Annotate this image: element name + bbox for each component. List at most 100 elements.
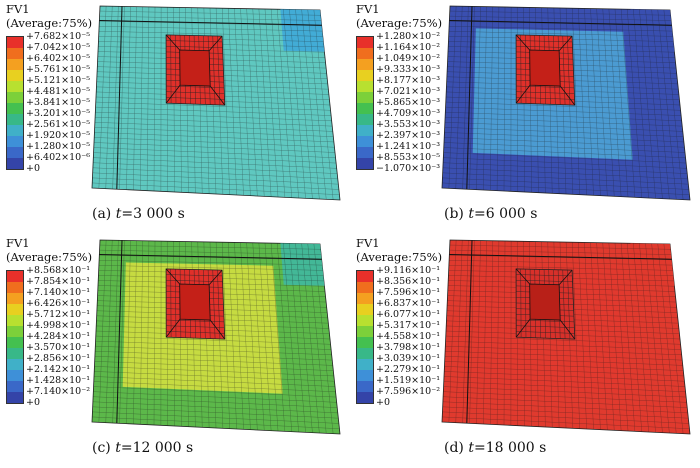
pit-edge (515, 34, 530, 51)
legend-swatch (357, 147, 373, 158)
legend-tick-label: +7.021×10⁻³ (376, 86, 441, 97)
legend-swatch (7, 381, 23, 392)
legend-tick-label: +4.709×10⁻³ (376, 108, 441, 119)
legend-swatch (7, 359, 23, 370)
legend-swatch (7, 125, 23, 136)
legend-tick-label: +2.856×10⁻¹ (26, 353, 91, 364)
pit-bottom (179, 49, 211, 87)
legend-tick-label: +0 (26, 397, 41, 408)
legend-tick-label: +7.596×10⁻² (376, 386, 441, 397)
legend-tick-label: +1.164×10⁻² (376, 42, 441, 53)
legend-tick-label: +1.519×10⁻¹ (376, 375, 441, 386)
caption-label: (c) (92, 440, 116, 456)
averaging-label: (Average:75%) (356, 250, 443, 264)
pit-edge (209, 319, 226, 340)
caption-variable: t (468, 440, 474, 456)
averaging-label: (Average:75%) (6, 250, 93, 264)
legend-tick-label: +1.280×10⁻⁵ (26, 141, 91, 152)
legend-ticks: +7.682×10⁻⁵ +7.042×10⁻⁵ +6.402×10⁻⁵ +5.761×… (26, 31, 90, 174)
legend-tick-label: +7.596×10⁻¹ (376, 287, 441, 298)
boundary-line (466, 240, 473, 424)
legend-tick-label: +6.426×10⁻¹ (26, 298, 91, 309)
legend-swatch (7, 293, 23, 304)
legend-tick-label: +6.077×10⁻¹ (376, 309, 441, 320)
legend-swatch (357, 37, 373, 48)
pit-edge (208, 269, 223, 285)
legend-swatch (357, 92, 373, 103)
legend-tick-label: +8.356×10⁻¹ (376, 276, 441, 287)
legend-tick-label: +9.333×10⁻³ (376, 64, 441, 75)
pit-edge (559, 85, 576, 106)
pit-edge (165, 268, 180, 285)
variable-name: FV1 (6, 2, 30, 16)
legend-tick-label: +2.142×10⁻¹ (26, 364, 91, 375)
contour-plot (91, 239, 341, 435)
averaging-label: (Average:75%) (356, 16, 443, 30)
legend-tick-label: +1.049×10⁻² (376, 53, 441, 64)
legend-tick-label: +5.761×10⁻⁵ (26, 64, 91, 75)
legend-tick-label: +0 (26, 163, 41, 174)
boundary-line (116, 240, 123, 424)
legend-tick-label: +2.561×10⁻⁵ (26, 119, 91, 130)
legend-tick-label: +2.397×10⁻³ (376, 130, 441, 141)
legend-tick-label: +5.712×10⁻¹ (26, 309, 91, 320)
legend-tick-label: +5.121×10⁻⁵ (26, 75, 91, 86)
legend-swatch (357, 304, 373, 315)
legend-tick-label: +7.140×10⁻¹ (26, 287, 91, 298)
legend-tick-label: +3.570×10⁻¹ (26, 342, 91, 353)
caption-time: =3 000 s (121, 206, 185, 222)
legend-swatch (7, 81, 23, 92)
legend-tick-label: +3.841×10⁻⁵ (26, 97, 91, 108)
caption-label: (a) (92, 206, 116, 222)
panel-1: FV1 (Average:75%) +7.682×10⁻⁵ +7.042×10⁻⁵ +6… (0, 0, 350, 234)
panel-caption: (d) t=18 000 s (444, 440, 546, 456)
legend-swatch (7, 315, 23, 326)
mesh-grid (442, 240, 690, 434)
variable-name: FV1 (6, 236, 30, 250)
legend-swatch (357, 282, 373, 293)
caption-time: =12 000 s (120, 440, 194, 456)
legend-tick-label: +9.116×10⁻¹ (376, 265, 441, 276)
legend-tick-label: −1.070×10⁻³ (376, 163, 441, 174)
legend-tick-label: +5.317×10⁻¹ (376, 320, 441, 331)
legend-swatches (356, 270, 374, 404)
pit-edge (165, 34, 180, 51)
caption-time: =18 000 s (473, 440, 547, 456)
legend-tick-label: +6.402×10⁻⁶ (26, 152, 91, 163)
legend-swatch (7, 348, 23, 359)
caption-label: (d) (444, 440, 469, 456)
boundary-line (466, 6, 473, 190)
boundary-line (116, 6, 123, 190)
legend-ticks: +8.568×10⁻¹ +7.854×10⁻¹ +7.140×10⁻¹ +6.426×… (26, 265, 90, 408)
legend-tick-label: +8.553×10⁻⁵ (376, 152, 441, 163)
legend-tick-label: +3.798×10⁻¹ (376, 342, 441, 353)
legend-tick-label: +0 (376, 397, 391, 408)
legend-swatches (6, 270, 24, 404)
legend-ticks: +1.280×10⁻² +1.164×10⁻² +1.049×10⁻² +9.333×… (376, 31, 440, 174)
caption-variable: t (468, 206, 474, 222)
legend-tick-label: +3.201×10⁻⁵ (26, 108, 91, 119)
legend-swatch (7, 136, 23, 147)
legend-swatch (357, 359, 373, 370)
legend-swatch (357, 293, 373, 304)
legend-ticks: +9.116×10⁻¹ +8.356×10⁻¹ +7.596×10⁻¹ +6.837×… (376, 265, 440, 408)
panel-caption: (c) t=12 000 s (92, 440, 193, 456)
legend-tick-label: +7.854×10⁻¹ (26, 276, 91, 287)
pit-bottom (179, 283, 211, 321)
legend-swatch (7, 304, 23, 315)
legend-swatch (357, 392, 373, 403)
panel-caption: (b) t=6 000 s (444, 206, 537, 222)
legend-swatch (357, 70, 373, 81)
legend-tick-label: +6.402×10⁻⁵ (26, 53, 91, 64)
legend-swatch (7, 337, 23, 348)
legend-swatch (7, 282, 23, 293)
legend-swatch (7, 271, 23, 282)
boundary-line (99, 254, 322, 260)
legend-tick-label: +3.039×10⁻¹ (376, 353, 441, 364)
legend-swatch (357, 271, 373, 282)
legend-tick-label: +2.279×10⁻¹ (376, 364, 441, 375)
panel-3: FV1 (Average:75%) +8.568×10⁻¹ +7.854×10⁻¹ +7… (0, 234, 350, 468)
legend-tick-label: +6.837×10⁻¹ (376, 298, 441, 309)
pit-bottom (529, 49, 561, 87)
caption-variable: t (115, 206, 122, 222)
